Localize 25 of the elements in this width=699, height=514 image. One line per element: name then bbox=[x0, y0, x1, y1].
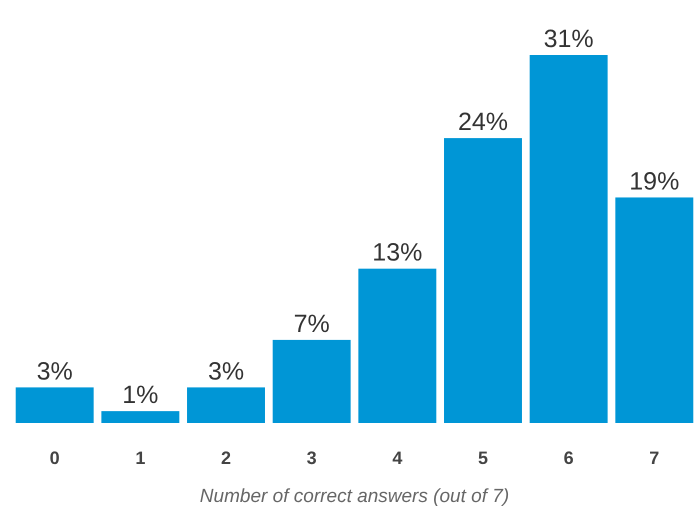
x-axis-title: Number of correct answers (out of 7) bbox=[200, 486, 510, 507]
x-tick-label: 1 bbox=[135, 448, 146, 468]
x-tick-label: 4 bbox=[392, 448, 402, 468]
bar bbox=[187, 387, 265, 423]
data-label: 3% bbox=[36, 357, 73, 386]
bar bbox=[444, 138, 522, 423]
x-tick-label: 6 bbox=[564, 448, 574, 468]
data-label: 1% bbox=[122, 381, 158, 410]
bar bbox=[358, 268, 436, 423]
bar bbox=[16, 387, 94, 423]
x-tick-label: 3 bbox=[306, 448, 317, 468]
data-label: 7% bbox=[294, 310, 330, 338]
x-tick-label: 5 bbox=[478, 448, 488, 468]
x-tick-label: 0 bbox=[50, 448, 60, 468]
data-label: 19% bbox=[629, 167, 680, 196]
x-tick-label: 7 bbox=[649, 448, 660, 468]
data-label: 13% bbox=[372, 238, 422, 267]
bar bbox=[101, 411, 180, 423]
x-tick-label: 2 bbox=[221, 448, 232, 468]
bar bbox=[530, 55, 608, 423]
data-label: 31% bbox=[544, 25, 594, 53]
bar bbox=[615, 197, 694, 423]
data-label: 3% bbox=[208, 357, 244, 386]
bar bbox=[272, 340, 351, 423]
data-label: 24% bbox=[458, 108, 508, 136]
